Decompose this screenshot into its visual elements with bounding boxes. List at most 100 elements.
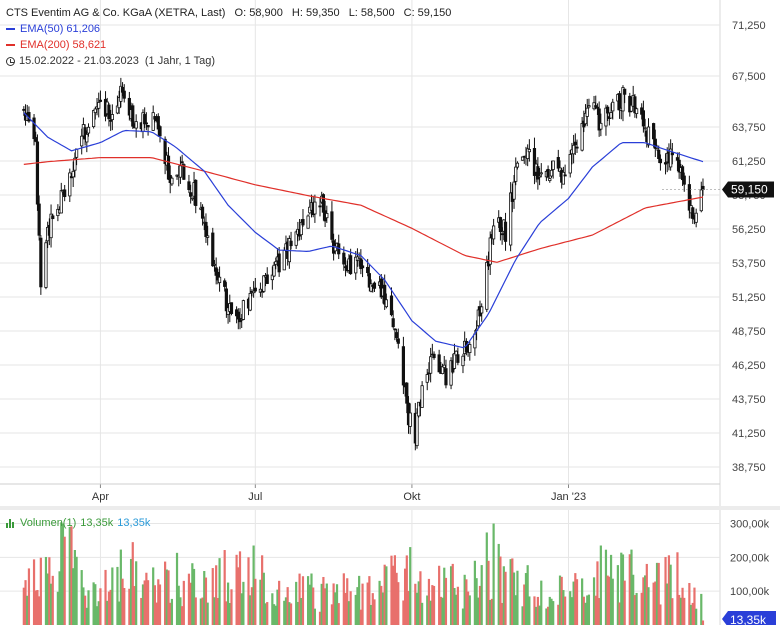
- candle-body: [539, 172, 543, 175]
- candle-body: [117, 97, 121, 109]
- candle-body: [369, 283, 373, 292]
- candle-body: [599, 122, 603, 130]
- last-price-tag: [722, 181, 774, 198]
- candle-body: [204, 221, 208, 238]
- volume-bar: [284, 597, 288, 625]
- candle-body: [389, 295, 394, 316]
- candle-body: [110, 114, 114, 121]
- candle-body: [500, 233, 504, 236]
- volume-bar: [369, 604, 373, 625]
- pane-separator: [0, 506, 780, 510]
- volume-bar: [334, 592, 337, 625]
- volume-bar: [473, 560, 476, 625]
- price-y-tick-label: 71,250: [732, 20, 766, 32]
- volume-bar: [655, 562, 659, 625]
- volume-bar: [228, 603, 231, 625]
- ema50-line: [23, 112, 704, 349]
- volume-bar: [155, 602, 158, 625]
- volume-bar: [439, 596, 442, 625]
- candle-body: [224, 288, 228, 312]
- volume-bar: [118, 601, 121, 625]
- candle-body: [432, 353, 436, 359]
- volume-bar: [679, 597, 682, 625]
- candle-body: [180, 161, 184, 164]
- volume-bar: [24, 580, 27, 625]
- candle-body: [537, 175, 542, 178]
- candle-body: [420, 385, 424, 408]
- candle-body: [262, 275, 266, 292]
- candle-body: [212, 263, 217, 266]
- volume-bar: [170, 598, 174, 625]
- candle-body: [200, 206, 205, 219]
- ema50-label: EMA(50): [20, 23, 64, 35]
- volume-bar: [623, 580, 626, 625]
- volume-bar: [73, 550, 76, 625]
- price-y-tick-label: 38,750: [732, 462, 766, 474]
- volume-bar: [320, 583, 323, 625]
- volume-bar: [633, 595, 636, 625]
- candle-body: [313, 201, 317, 215]
- candle-body: [473, 333, 477, 349]
- volume-bar: [599, 545, 602, 625]
- volume-bar: [94, 584, 97, 625]
- volume-bar: [499, 556, 502, 625]
- candle-body: [611, 101, 615, 112]
- volume-bar: [204, 577, 208, 625]
- candle-body: [606, 106, 610, 114]
- candle-body: [429, 356, 433, 374]
- candle-body: [634, 108, 639, 114]
- volume-bar: [443, 567, 446, 625]
- candle-body: [526, 148, 530, 159]
- volume-bar: [485, 532, 488, 625]
- volume-bar: [95, 606, 99, 625]
- volume-bar: [283, 600, 286, 625]
- volume-bar: [669, 564, 672, 625]
- volume-bar: [502, 566, 505, 625]
- candle-body: [109, 119, 113, 122]
- volume-bar: [490, 598, 494, 625]
- volume-bar: [49, 583, 53, 625]
- volume-bar: [524, 573, 528, 625]
- candle-body: [134, 121, 138, 129]
- candle-body: [520, 156, 525, 161]
- volume-bar: [192, 568, 196, 625]
- volume-bar: [552, 601, 555, 625]
- candle-body: [151, 112, 155, 131]
- volume-value-1: 13,35k: [80, 517, 114, 529]
- volume-bars: [22, 522, 705, 625]
- candle-body: [527, 149, 531, 153]
- ema50-legend[interactable]: EMA(50) 61,206: [6, 21, 106, 37]
- candle-body: [669, 148, 673, 168]
- candle-body: [509, 192, 513, 246]
- ohlc-close: C: 59,150: [403, 7, 452, 19]
- volume-bar: [455, 594, 458, 625]
- candle-body: [512, 181, 516, 200]
- volume-bar: [630, 549, 633, 625]
- volume-bar: [199, 598, 202, 625]
- volume-bar: [289, 603, 293, 625]
- volume-bar: [431, 585, 434, 625]
- volume-bar: [366, 582, 369, 625]
- volume-bar: [38, 596, 41, 625]
- volume-bar: [676, 552, 679, 625]
- ema200-legend[interactable]: EMA(200) 58,621: [6, 37, 112, 53]
- candle-body: [623, 88, 627, 95]
- volume-bar: [671, 598, 674, 625]
- date-range: 15.02.2022 - 21.03.2023: [19, 55, 139, 67]
- candle-body: [604, 107, 608, 127]
- candle-body: [680, 166, 685, 181]
- volume-header: Volumen(1) 13,35k 13,35k: [6, 515, 156, 531]
- volume-bar: [189, 582, 192, 625]
- volume-bar: [397, 582, 400, 625]
- candle-body: [609, 112, 613, 119]
- volume-bar: [26, 595, 29, 625]
- volume-bar: [468, 595, 471, 625]
- volume-bar: [584, 602, 587, 625]
- volume-bar: [187, 573, 191, 625]
- volume-bar: [414, 583, 417, 625]
- x-tick-label: Jul: [248, 491, 262, 503]
- candle-body: [71, 170, 75, 178]
- volume-bar: [143, 580, 146, 625]
- volume-bar: [449, 566, 453, 625]
- candle-body: [461, 355, 465, 367]
